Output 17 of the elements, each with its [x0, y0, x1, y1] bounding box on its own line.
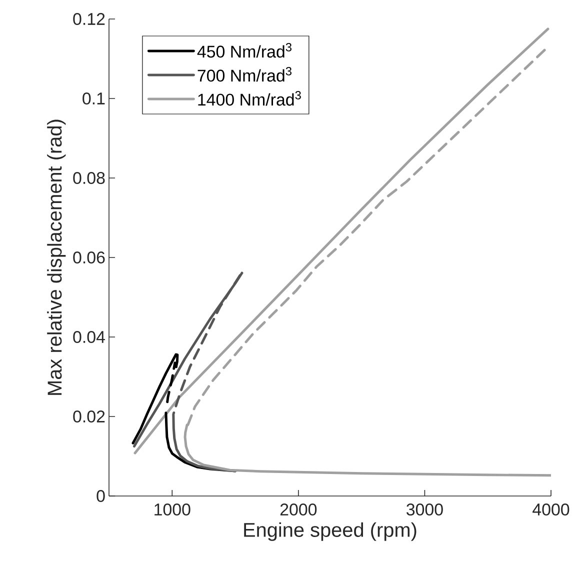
y-tick-label: 0.04	[73, 330, 105, 343]
legend-label: 450 Nm/rad$^{3}$	[197, 42, 292, 58]
x-tick-label: 3000	[406, 504, 443, 516]
line-series	[134, 28, 550, 454]
y-tick-label: 0.1	[82, 92, 105, 104]
y-axis-title: Max relative displacement (rad)	[47, 120, 66, 395]
y-tick-label: 0.02	[73, 410, 105, 422]
x-tick-label: 1000	[154, 504, 190, 516]
y-tick-label: 0.06	[73, 251, 105, 264]
x-tick-label: 2000	[280, 504, 317, 516]
y-tick-label: 0	[96, 490, 105, 502]
legend-label: 700 Nm/rad$^{3}$	[198, 66, 292, 82]
y-tick-label: 0.12	[73, 12, 105, 25]
x-tick-label: 4000	[532, 504, 570, 516]
x-axis-title: Engine speed (rpm)	[244, 522, 416, 541]
y-tick-label: 0.08	[73, 172, 105, 184]
legend-label: 1400 Nm/rad$^{3}$	[198, 90, 301, 106]
